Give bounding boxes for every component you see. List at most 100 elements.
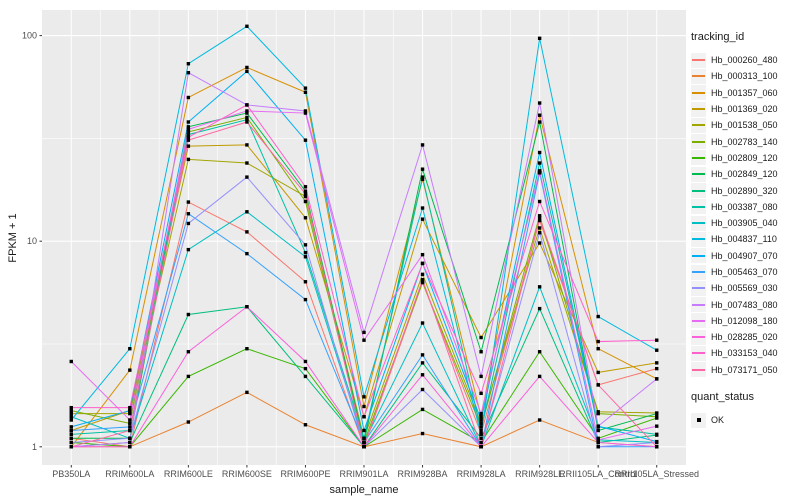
data-point (479, 432, 483, 437)
legend-item-label: Hb_002783_140 (711, 136, 778, 147)
data-point (128, 347, 132, 351)
legend-item: Hb_004907_070 (691, 248, 778, 264)
data-point (655, 445, 659, 449)
data-point (479, 418, 483, 422)
line-swatch-icon (692, 368, 705, 371)
legend-key-box (691, 68, 706, 84)
y-tick-label: 1 (32, 442, 37, 452)
data-point (362, 330, 366, 335)
data-point (303, 297, 308, 302)
legend-key-box (691, 231, 706, 247)
data-point (655, 377, 659, 381)
legend-item-label: Hb_004907_070 (711, 250, 778, 261)
data-point (186, 95, 191, 100)
data-point (69, 415, 73, 419)
data-point (245, 161, 249, 165)
data-point (186, 221, 191, 226)
data-point (596, 314, 600, 319)
data-point (186, 312, 191, 317)
legend-item-label: OK (711, 415, 725, 426)
line-swatch-icon (692, 189, 705, 192)
legend-key-box (691, 85, 706, 101)
data-point (362, 440, 366, 445)
legend-item-label: Hb_007483_080 (711, 299, 778, 310)
legend-item-label: Hb_001538_050 (711, 120, 778, 131)
legend-item-label: Hb_033153_040 (711, 348, 778, 359)
legend-item-label: Hb_002849_120 (711, 169, 778, 180)
data-point (303, 86, 308, 90)
line-swatch-icon (692, 271, 705, 273)
data-point (128, 425, 132, 429)
line-swatch-icon (692, 303, 705, 306)
data-point (655, 432, 659, 437)
legend-item-label: Hb_000260_480 (711, 55, 778, 66)
data-point (655, 361, 659, 365)
data-point (245, 120, 249, 124)
data-point (537, 101, 542, 105)
line-swatch-icon (692, 91, 705, 94)
data-point (537, 374, 542, 379)
legend-item-label: Hb_000313_100 (711, 71, 778, 82)
data-point (420, 387, 425, 392)
legend-item-label: Hb_005569_030 (711, 283, 778, 294)
data-point (303, 109, 308, 113)
data-point (655, 416, 659, 420)
data-point (596, 383, 600, 387)
data-point (128, 368, 132, 372)
data-point (69, 440, 73, 445)
data-point (128, 440, 132, 445)
legend-key-box (691, 248, 706, 264)
data-point (303, 280, 308, 284)
legend-title-quant-status: quant_status (691, 390, 754, 403)
legend-key-box (691, 101, 706, 117)
data-point (186, 138, 191, 142)
legend-key-box (691, 215, 706, 231)
legend-item-label: Hb_005463_070 (711, 267, 778, 277)
data-point (245, 115, 249, 120)
data-point (596, 428, 600, 433)
data-point (420, 272, 425, 277)
data-point (479, 421, 483, 426)
data-point (186, 374, 191, 379)
data-point (420, 431, 425, 436)
legend-key-box (691, 183, 706, 199)
data-point (245, 251, 249, 256)
legend-item-label: Hb_001369_020 (711, 104, 778, 115)
legend-item-ok: OK (691, 412, 778, 428)
data-point (655, 338, 659, 342)
line-swatch-icon (692, 75, 705, 78)
x-tick-label: RRIM928LE (515, 469, 564, 479)
legend-item-label: Hb_073171_050 (711, 364, 778, 375)
legend-item: Hb_073171_050 (691, 362, 778, 378)
data-point (186, 157, 191, 162)
data-point (420, 407, 425, 412)
data-point (245, 210, 249, 214)
data-point (186, 350, 191, 354)
data-point (420, 277, 425, 282)
legend-key-box (691, 313, 706, 329)
legend-item: Hb_005569_030 (691, 280, 778, 296)
data-point (537, 150, 542, 155)
data-point (362, 415, 366, 419)
legend-item-label: Hb_004837_110 (711, 234, 777, 245)
y-tick-label: 10 (27, 236, 37, 246)
legend-key-box (691, 117, 706, 133)
data-point (303, 243, 308, 247)
data-point (420, 252, 425, 257)
data-point (303, 199, 308, 204)
legend-item-label: Hb_003905_040 (711, 218, 778, 229)
x-tick-label: RRIM928BA (398, 469, 448, 479)
data-point (186, 200, 191, 204)
x-tick-label: RRIM600LE (164, 469, 213, 479)
data-point (69, 359, 73, 364)
data-point (303, 138, 308, 142)
line-swatch-icon (692, 222, 705, 225)
data-point (245, 347, 249, 351)
legend-item: Hb_002809_120 (691, 150, 778, 166)
data-point (186, 135, 191, 140)
data-point (537, 285, 542, 289)
data-point (655, 366, 659, 371)
data-point (362, 338, 366, 342)
data-point (303, 423, 308, 427)
data-point (362, 445, 366, 449)
